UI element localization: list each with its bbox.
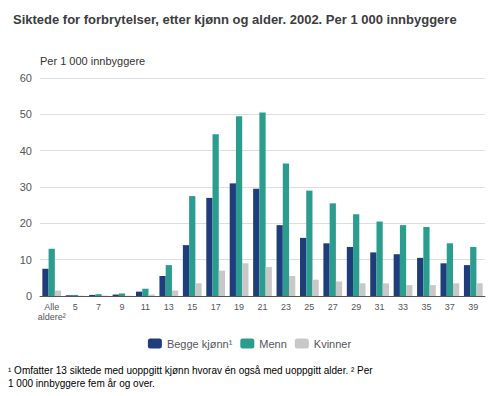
svg-text:37: 37 [445, 302, 455, 312]
svg-text:Menn: Menn [259, 338, 287, 350]
svg-text:19: 19 [234, 302, 244, 312]
svg-text:0: 0 [26, 290, 32, 302]
svg-text:9: 9 [119, 302, 124, 312]
svg-text:Siktede for forbrytelser, ette: Siktede for forbrytelser, etter kjønn og… [13, 12, 457, 27]
svg-text:33: 33 [398, 302, 408, 312]
svg-text:Begge kjønn¹: Begge kjønn¹ [167, 338, 233, 350]
svg-text:29: 29 [351, 302, 361, 312]
svg-text:Alle: Alle [44, 302, 59, 312]
svg-text:Kvinner: Kvinner [314, 338, 352, 350]
svg-text:31: 31 [375, 302, 385, 312]
svg-text:aldere²: aldere² [38, 312, 66, 322]
svg-text:10: 10 [20, 254, 32, 266]
svg-text:35: 35 [421, 302, 431, 312]
svg-text:15: 15 [187, 302, 197, 312]
svg-text:11: 11 [141, 302, 150, 312]
svg-text:23: 23 [281, 302, 291, 312]
svg-text:7: 7 [96, 302, 101, 312]
svg-text:13: 13 [164, 302, 174, 312]
svg-text:39: 39 [468, 302, 478, 312]
svg-text:Per 1 000 innbyggere: Per 1 000 innbyggere [40, 55, 145, 67]
svg-text:60: 60 [20, 72, 32, 84]
svg-text:1 000 innbyggere fem år og ove: 1 000 innbyggere fem år og over. [8, 378, 155, 389]
svg-text:5: 5 [73, 302, 78, 312]
svg-text:21: 21 [257, 302, 267, 312]
svg-text:30: 30 [20, 181, 32, 193]
svg-text:17: 17 [211, 302, 221, 312]
svg-text:25: 25 [304, 302, 314, 312]
svg-text:¹ Omfatter 13 siktede med uopp: ¹ Omfatter 13 siktede med uoppgitt kjønn… [8, 365, 375, 376]
svg-text:50: 50 [20, 108, 32, 120]
svg-text:20: 20 [20, 217, 32, 229]
svg-text:40: 40 [20, 145, 32, 157]
svg-text:27: 27 [328, 302, 338, 312]
